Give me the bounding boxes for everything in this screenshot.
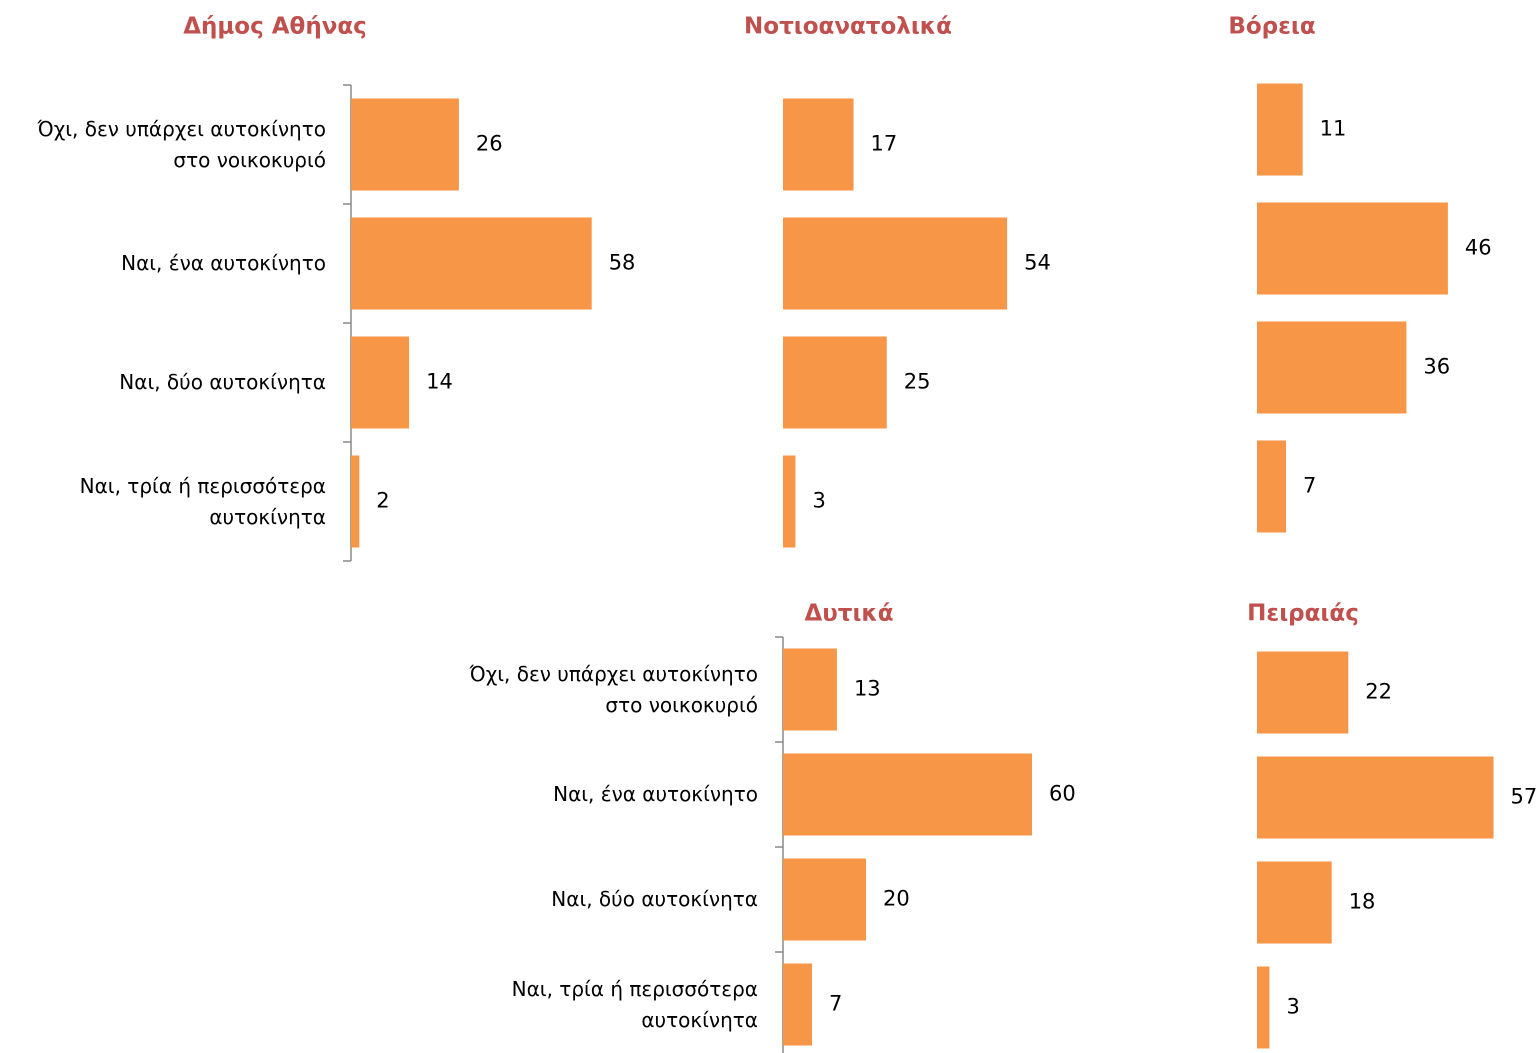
chart-title: Δήμος Αθήνας [183,14,367,40]
bar [783,858,866,941]
category-label: Όχι, δεν υπάρχει αυτοκίνητο στο νοικοκυρ… [37,116,326,172]
bar [351,336,410,429]
category-label: Ναι, δύο αυτοκίνητα [119,370,326,394]
value-label: 20 [883,887,910,911]
category-label: Ναι, τρία ή περισσότερα αυτοκίνητα [511,976,758,1032]
value-label: 18 [1349,890,1376,914]
value-label: 57 [1511,785,1538,809]
chart-title: Πειραιάς [1247,601,1359,627]
value-label: 7 [1303,474,1316,498]
bar [351,217,592,310]
bar [1257,83,1303,176]
bar [1257,321,1407,414]
category-label: Ναι, ένα αυτοκίνητο [553,782,758,806]
bar [783,753,1032,836]
bar [351,98,459,191]
value-label: 36 [1423,355,1450,379]
value-label: 3 [1286,995,1299,1019]
value-label: 7 [829,992,842,1016]
bar [783,963,813,1046]
bar [1257,202,1448,295]
value-label: 11 [1320,117,1347,141]
bar [1257,756,1494,839]
value-label: 25 [904,370,931,394]
value-label: 17 [871,132,898,156]
value-label: 13 [854,677,881,701]
chart-title: Δυτικά [804,601,893,627]
value-label: 54 [1024,251,1051,275]
chart-title: Νοτιοανατολικά [744,14,952,40]
value-label: 14 [426,370,453,394]
category-label: Όχι, δεν υπάρχει αυτοκίνητο στο νοικοκυρ… [469,661,758,717]
value-label: 3 [812,489,825,513]
value-label: 46 [1465,236,1492,260]
bar [351,455,360,548]
chart-title: Βόρεια [1228,14,1315,40]
bar [783,98,854,191]
bar [783,648,837,731]
value-label: 58 [609,251,636,275]
bar [1257,861,1332,944]
value-label: 2 [376,489,389,513]
bar [1257,440,1287,533]
bar [783,217,1008,310]
value-label: 60 [1049,782,1076,806]
bar [783,455,796,548]
bar [1257,651,1349,734]
value-label: 22 [1365,680,1392,704]
value-label: 26 [476,132,503,156]
bar [1257,966,1270,1049]
bar [783,336,887,429]
category-label: Ναι, δύο αυτοκίνητα [551,887,758,911]
category-label: Ναι, ένα αυτοκίνητο [121,251,326,275]
category-label: Ναι, τρία ή περισσότερα αυτοκίνητα [79,473,326,529]
